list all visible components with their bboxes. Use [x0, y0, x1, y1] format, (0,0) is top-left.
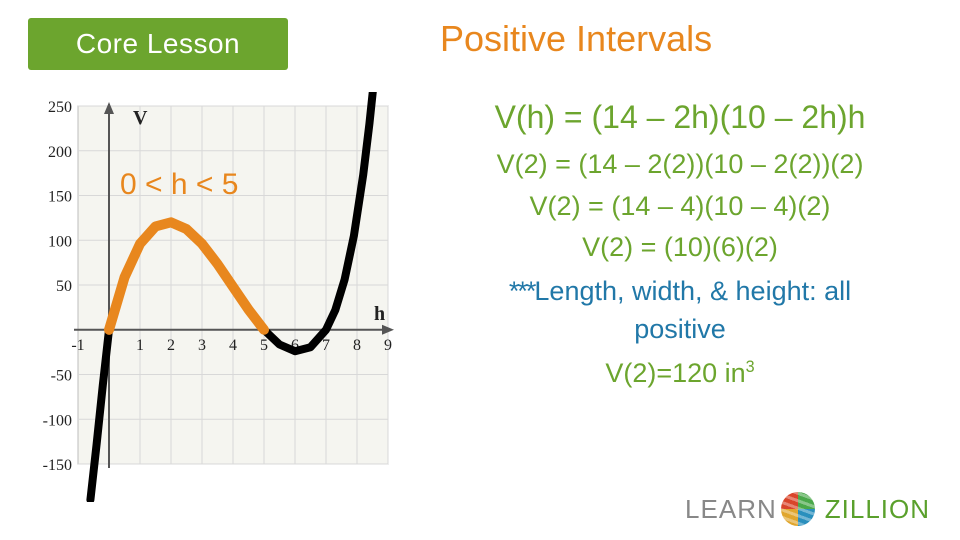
badge-label: Core Lesson [76, 28, 240, 60]
logo-zillion: ZILLION [825, 494, 930, 525]
svg-text:-1: -1 [71, 337, 84, 354]
svg-text:200: 200 [48, 144, 72, 161]
svg-text:h: h [374, 303, 385, 325]
svg-text:250: 250 [48, 99, 72, 116]
result-exp: 3 [746, 358, 755, 376]
eq-step3: V(2) = (10)(6)(2) [400, 229, 960, 267]
svg-text:50: 50 [56, 278, 72, 295]
svg-text:2: 2 [167, 337, 175, 354]
svg-text:-150: -150 [43, 457, 72, 474]
svg-text:-50: -50 [51, 368, 72, 385]
page-title: Positive Intervals [440, 18, 712, 60]
note-stars: *** [509, 276, 535, 306]
svg-text:7: 7 [322, 337, 330, 354]
interval-annotation: 0 < h < 5 [120, 168, 238, 202]
learnzillion-logo: LEARN ZILLION [685, 492, 930, 526]
svg-text:150: 150 [48, 189, 72, 206]
svg-text:5: 5 [260, 337, 268, 354]
note-line2: positive [634, 314, 726, 344]
volume-chart: -1123456789-150-100-5050100150200250Vh [20, 92, 400, 502]
eq-main: V(h) = (14 – 2h)(10 – 2h)h [400, 95, 960, 140]
svg-text:-100: -100 [43, 412, 72, 429]
note-text: ***Length, width, & height: all positive [400, 273, 960, 349]
result-prefix: V(2)=120 in [605, 358, 745, 388]
svg-text:3: 3 [198, 337, 206, 354]
eq-step2: V(2) = (14 – 4)(10 – 4)(2) [400, 188, 960, 226]
result: V(2)=120 in3 [400, 355, 960, 393]
equation-panel: V(h) = (14 – 2h)(10 – 2h)h V(2) = (14 – … [400, 95, 960, 393]
svg-text:4: 4 [229, 337, 237, 354]
note-line1: Length, width, & height: all [534, 276, 851, 306]
svg-text:9: 9 [384, 337, 392, 354]
eq-step1: V(2) = (14 – 2(2))(10 – 2(2))(2) [400, 146, 960, 184]
svg-text:8: 8 [353, 337, 361, 354]
logo-learn: LEARN [685, 494, 777, 525]
chart-svg: -1123456789-150-100-5050100150200250Vh [20, 92, 400, 502]
logo-orb-icon [781, 492, 815, 526]
svg-text:100: 100 [48, 233, 72, 250]
svg-text:1: 1 [136, 337, 144, 354]
core-lesson-badge: Core Lesson [28, 18, 288, 70]
svg-text:V: V [133, 107, 148, 129]
